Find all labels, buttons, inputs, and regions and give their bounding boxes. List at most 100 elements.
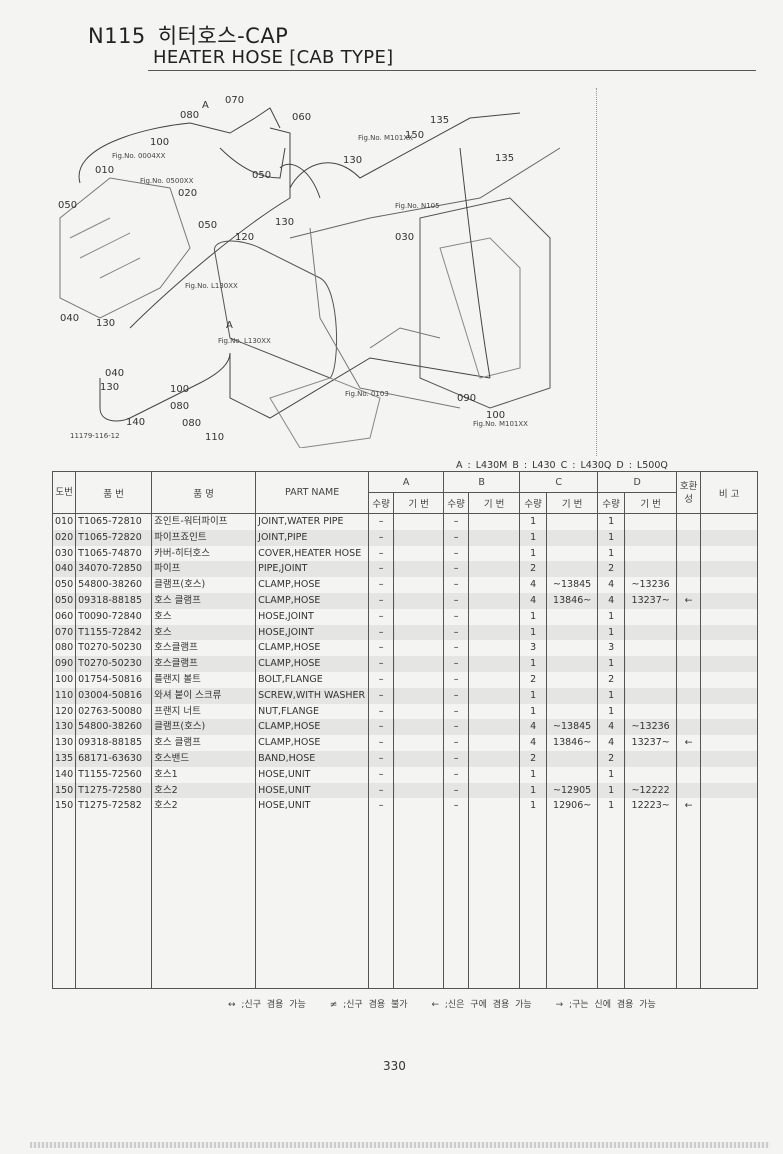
part-number-cell: 54800-38260: [75, 719, 153, 736]
serial-b-cell: [468, 750, 521, 767]
interchange-cell: [676, 656, 702, 672]
interchange-cell: [676, 719, 702, 736]
part-name-cell: CLAMP,HOSE: [255, 577, 370, 593]
serial-d-cell: [624, 687, 678, 704]
qty-a-cell: –: [368, 592, 395, 609]
qty-d-cell: 1: [597, 782, 626, 799]
remarks-cell: [700, 513, 759, 530]
remarks-cell: [700, 545, 759, 562]
figure-reference: Fig.No. 0004XX: [112, 152, 166, 160]
interchange-cell: [676, 766, 702, 783]
serial-c-cell: [546, 608, 599, 625]
name-korean-cell: 죠인트-워터파이프: [151, 513, 257, 530]
table-row: 070 T1155-72842 호스 HOSE,JOINT – –1 1: [51, 624, 759, 641]
qty-a-cell: –: [368, 671, 395, 688]
legend-item: ≠ ;신구 겸용 불가: [329, 1000, 408, 1010]
part-name-cell: HOSE,JOINT: [255, 608, 370, 625]
qty-d-cell: 1: [597, 687, 626, 704]
name-korean-cell: 호스 클램프: [151, 592, 257, 609]
remarks-cell: [700, 703, 759, 720]
part-number-cell: 09318-88185: [75, 735, 153, 751]
title-divider: [148, 70, 756, 71]
callout-label: 130: [96, 318, 115, 329]
serial-d-cell: ~12222: [624, 782, 678, 799]
empty-cell: [468, 814, 521, 990]
table-row: 130 09318-88185 호스 클램프 CLAMP,HOSE – –4 13846~ 4…: [51, 735, 759, 751]
remarks-cell: [700, 687, 759, 704]
name-korean-cell: 호스클램프: [151, 656, 257, 672]
interchange-cell: [676, 608, 702, 625]
qty-d-cell: 1: [597, 766, 626, 783]
table-row: 010 T1065-72810 죠인트-워터파이프 JOINT,WATER PIPE –…: [51, 513, 759, 530]
callout-label: 100: [150, 137, 169, 148]
serial-a-cell: [393, 592, 445, 609]
qty-a-cell: –: [368, 782, 395, 799]
serial-d-cell: [624, 656, 678, 672]
serial-c-cell: [546, 703, 599, 720]
serial-a-cell: [393, 750, 445, 767]
qty-a-cell: –: [368, 577, 395, 593]
empty-cell: [255, 814, 370, 990]
part-number-cell: T1155-72560: [75, 766, 153, 783]
table-row: 040 34070-72850 파이프 PIPE,JOINT – –2 2: [51, 561, 759, 578]
qty-d-cell: 1: [597, 624, 626, 641]
empty-cell: [151, 814, 257, 990]
header-interchange: 호환성: [676, 471, 702, 514]
serial-d-cell: ~13236: [624, 719, 678, 736]
serial-a-cell: [393, 782, 445, 799]
ref-no-cell: 130: [51, 719, 77, 736]
part-number-cell: 09318-88185: [75, 592, 153, 609]
ref-no-cell: 010: [51, 513, 77, 530]
serial-b-cell: [468, 766, 521, 783]
part-name-cell: NUT,FLANGE: [255, 703, 370, 720]
part-number-cell: T1275-72580: [75, 782, 153, 799]
serial-a-cell: [393, 656, 445, 672]
qty-c-cell: 1: [519, 798, 548, 815]
serial-b-cell: [468, 687, 521, 704]
name-korean-cell: 프랜지 너트: [151, 703, 257, 720]
qty-b-cell: –: [443, 561, 470, 578]
qty-b-cell: –: [443, 656, 470, 672]
serial-d-cell: [624, 766, 678, 783]
header-qty-d: 수량: [597, 492, 626, 514]
qty-c-cell: 1: [519, 782, 548, 799]
qty-b-cell: –: [443, 592, 470, 609]
empty-cell: [597, 814, 626, 990]
qty-b-cell: –: [443, 735, 470, 751]
qty-c-cell: 1: [519, 687, 548, 704]
part-number-cell: T0270-50230: [75, 640, 153, 657]
figure-reference: Fig.No. M101XX: [358, 134, 413, 142]
remarks-cell: [700, 608, 759, 625]
interchange-cell: [676, 513, 702, 530]
serial-b-cell: [468, 561, 521, 578]
interchange-cell: [676, 640, 702, 657]
remarks-cell: [700, 624, 759, 641]
title-english: HEATER HOSE [CAB TYPE]: [153, 47, 394, 68]
header-qty-a: 수량: [368, 492, 395, 514]
header-serial-c: 기 번: [546, 492, 599, 514]
empty-cell: [75, 814, 153, 990]
header-group-d: D: [597, 471, 678, 493]
part-name-cell: BOLT,FLANGE: [255, 671, 370, 688]
drawing-number: 11179-116-12: [70, 432, 120, 440]
qty-c-cell: 4: [519, 735, 548, 751]
interchange-cell: [676, 782, 702, 799]
table-row: 030 T1065-74870 카버-히터호스 COVER,HEATER HOSE – –…: [51, 545, 759, 562]
qty-b-cell: –: [443, 782, 470, 799]
part-name-cell: JOINT,WATER PIPE: [255, 513, 370, 530]
ref-no-cell: 120: [51, 703, 77, 720]
qty-b-cell: –: [443, 608, 470, 625]
empty-cell: [393, 814, 445, 990]
qty-c-cell: 2: [519, 561, 548, 578]
qty-c-cell: 3: [519, 640, 548, 657]
legend-item: → ;구는 신에 겸용 가능: [555, 1000, 656, 1010]
name-korean-cell: 호스: [151, 624, 257, 641]
serial-a-cell: [393, 719, 445, 736]
qty-a-cell: –: [368, 750, 395, 767]
qty-b-cell: –: [443, 624, 470, 641]
empty-cell: [368, 814, 395, 990]
remarks-cell: [700, 766, 759, 783]
qty-c-cell: 2: [519, 750, 548, 767]
serial-a-cell: [393, 577, 445, 593]
serial-a-cell: [393, 640, 445, 657]
